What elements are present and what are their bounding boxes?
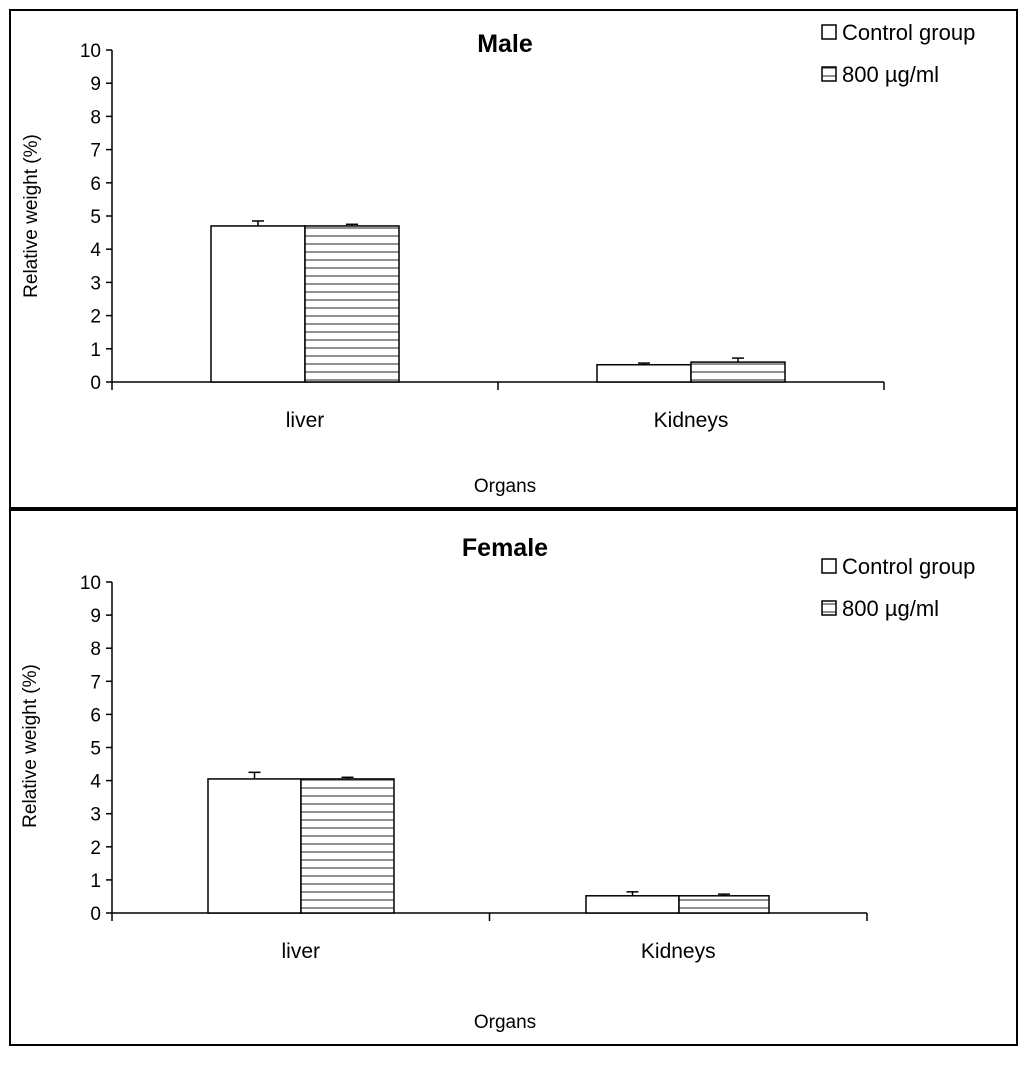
- y-tick-label: 2: [90, 838, 101, 859]
- legend-label: 800 µg/ml: [842, 62, 939, 87]
- y-tick-label: 7: [90, 672, 101, 693]
- y-tick-label: 1: [90, 340, 101, 361]
- legend-label: 800 µg/ml: [842, 596, 939, 621]
- x-category-label: Kidneys: [641, 940, 716, 963]
- y-tick-label: 3: [90, 805, 101, 826]
- x-category-label: liver: [281, 940, 320, 963]
- bar-horizontal-lines-kidneys: [678, 895, 770, 914]
- chart-title: Male: [477, 30, 533, 58]
- legend-swatch: [821, 600, 837, 616]
- bar-plain-kidneys: [585, 895, 680, 914]
- x-axis-title: Organs: [474, 1012, 536, 1033]
- y-tick-label: 10: [80, 573, 101, 594]
- x-category-label: Kidneys: [654, 409, 729, 432]
- y-tick-label: 5: [90, 739, 101, 760]
- y-tick-label: 4: [90, 772, 101, 793]
- y-tick-label: 0: [90, 904, 101, 925]
- chart-title: Female: [462, 534, 548, 562]
- x-category-label: liver: [286, 409, 325, 432]
- bar-plain-liver: [210, 225, 306, 383]
- panel-frame: [9, 509, 1018, 1046]
- legend-swatch: [821, 558, 837, 574]
- y-tick-label: 6: [90, 705, 101, 726]
- y-tick-label: 6: [90, 174, 101, 195]
- bar-plain-liver: [207, 778, 302, 914]
- chart-panel-male: Male 0 1 2 3 4 5 6 7 8 9 10 liver Kidneys Relative wei…: [9, 9, 1018, 509]
- y-tick-label: 8: [90, 639, 101, 660]
- legend-swatch: [821, 66, 837, 82]
- chart-panel-female: Female 0 1 2 3 4 5 6 7 8 9 10 liver Kidneys Relative w…: [9, 509, 1018, 1046]
- y-tick-label: 2: [90, 307, 101, 328]
- y-tick-label: 5: [90, 207, 101, 228]
- y-axis-title: Relative weight (%): [20, 664, 41, 828]
- y-tick-label: 1: [90, 871, 101, 892]
- y-tick-label: 9: [90, 74, 101, 95]
- legend-swatch: [821, 24, 837, 40]
- y-tick-label: 4: [90, 240, 101, 261]
- y-tick-label: 8: [90, 107, 101, 128]
- legend-label: Control group: [842, 20, 975, 45]
- y-tick-label: 7: [90, 141, 101, 162]
- y-tick-label: 3: [90, 273, 101, 294]
- bar-horizontal-lines-liver: [300, 778, 395, 914]
- bar-horizontal-lines-kidneys: [690, 361, 786, 383]
- legend-label: Control group: [842, 554, 975, 579]
- y-tick-label: 0: [90, 373, 101, 394]
- bar-plain-kidneys: [596, 363, 692, 383]
- y-tick-label: 10: [80, 41, 101, 62]
- x-axis-title: Organs: [474, 476, 536, 497]
- panel-frame: [9, 9, 1018, 509]
- y-tick-label: 9: [90, 606, 101, 627]
- y-axis-title: Relative weight (%): [21, 134, 42, 298]
- bar-horizontal-lines-liver: [304, 225, 400, 383]
